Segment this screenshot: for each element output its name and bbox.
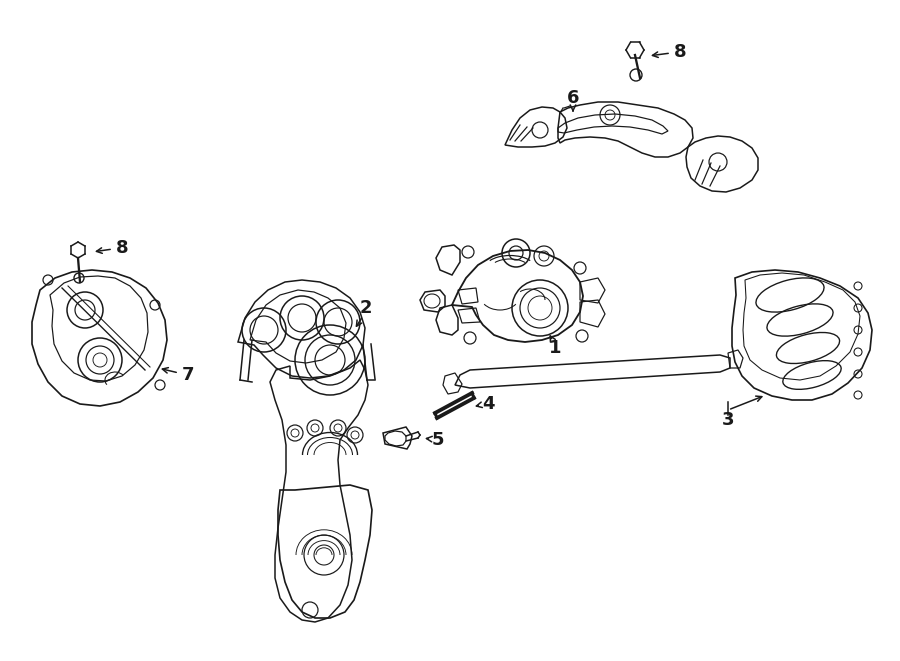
Text: 4: 4 xyxy=(482,395,494,413)
Text: 8: 8 xyxy=(116,239,129,257)
Text: 7: 7 xyxy=(182,366,194,384)
Text: 2: 2 xyxy=(360,299,373,317)
Text: 6: 6 xyxy=(567,89,580,107)
Text: 5: 5 xyxy=(432,431,445,449)
Text: 1: 1 xyxy=(549,339,562,357)
Text: 3: 3 xyxy=(722,411,734,429)
Text: 8: 8 xyxy=(674,43,687,61)
